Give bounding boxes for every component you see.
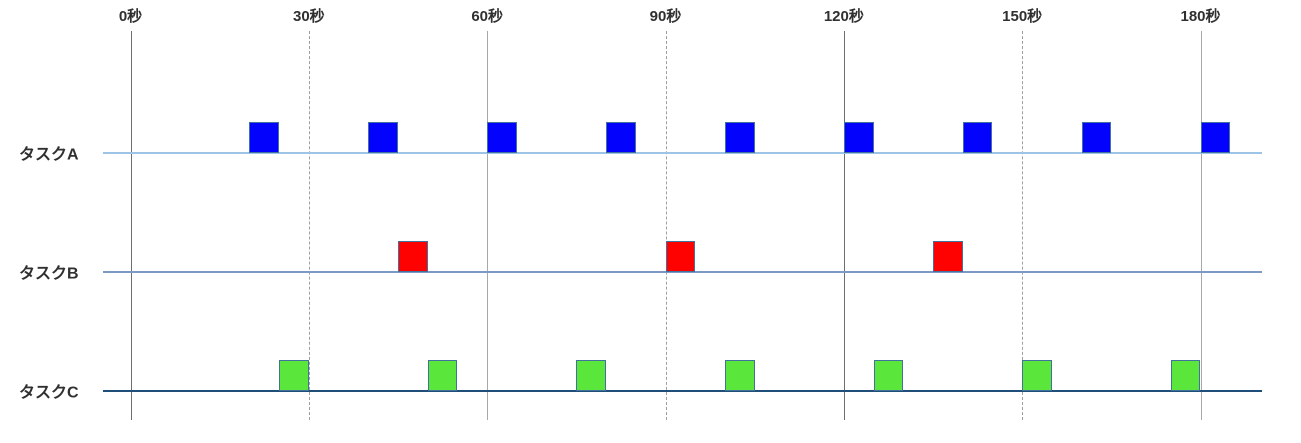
gridline-60s (487, 31, 489, 420)
task-bar (1022, 360, 1052, 391)
axis-tick-label: 180秒 (1180, 8, 1221, 25)
axis-tick-label: 90秒 (649, 8, 682, 25)
task-bar (368, 122, 398, 153)
task-baseline (103, 152, 1262, 154)
task-bar (1170, 360, 1201, 391)
gridline-150s (1022, 31, 1024, 420)
task-bar (665, 241, 696, 272)
axis-tick-label: 60秒 (471, 8, 503, 25)
task-label: タスクC (19, 384, 79, 402)
task-bar (427, 360, 458, 391)
task-bar (606, 122, 636, 153)
task-bar (279, 360, 309, 391)
gridline-180s (1200, 31, 1202, 420)
task-bar (398, 241, 428, 272)
task-label: タスクA (19, 146, 79, 164)
gridline-0s (130, 31, 132, 420)
axis-tick-label: 30秒 (292, 8, 325, 25)
task-bar (724, 122, 755, 153)
task-baseline (103, 271, 1262, 273)
axis-tick-label: 120秒 (823, 8, 864, 25)
task-bar (576, 360, 607, 391)
gridline-120s (843, 31, 845, 420)
task-baseline (103, 390, 1262, 392)
axis-tick-label: 150秒 (1002, 8, 1043, 25)
task-bar (843, 122, 874, 153)
gridline-30s (308, 31, 310, 420)
task-bar (873, 360, 904, 391)
task-bar (249, 122, 280, 153)
task-bar (1200, 122, 1231, 153)
task-bar (487, 122, 517, 153)
task-bar (724, 360, 755, 391)
axis-tick-label: 0秒 (118, 8, 143, 25)
task-label: タスクB (19, 265, 79, 283)
task-bar (1081, 122, 1112, 153)
task-bar (962, 122, 993, 153)
task-bar (933, 241, 963, 272)
gridline-90s (665, 31, 667, 420)
